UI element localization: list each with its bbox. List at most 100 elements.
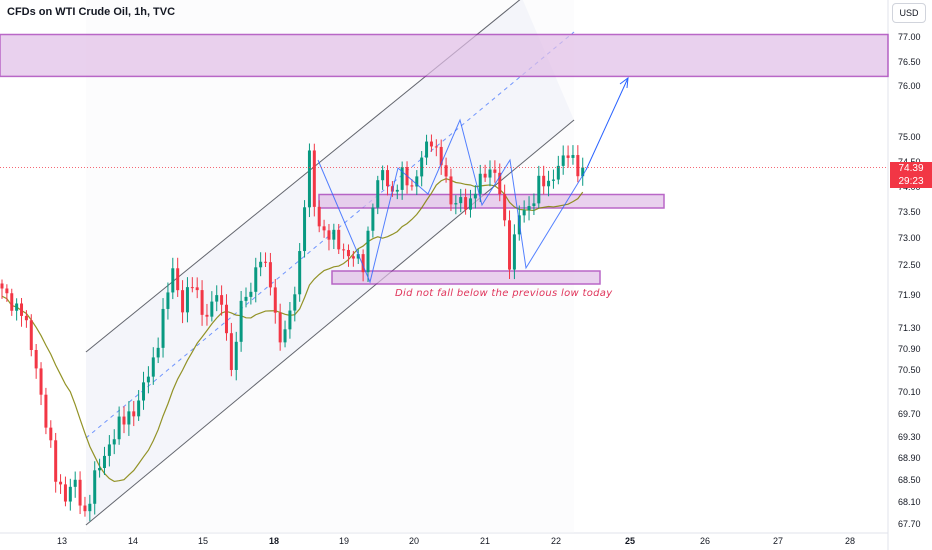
- candle-body: [478, 173, 482, 194]
- zone-middle-support: [318, 193, 665, 209]
- x-tick-label: 15: [198, 536, 208, 546]
- candle-body: [400, 167, 404, 190]
- chart-title: CFDs on WTI Crude Oil, 1h, TVC: [7, 6, 176, 18]
- y-tick-label: 73.00: [898, 233, 921, 243]
- candle-body: [356, 254, 360, 259]
- candle-body: [171, 268, 175, 293]
- y-tick-label: 76.00: [898, 81, 921, 91]
- candle-body: [137, 400, 141, 417]
- candle-body: [342, 249, 346, 251]
- currency-button[interactable]: USD: [892, 3, 926, 23]
- candle-body: [24, 315, 28, 321]
- candle-body: [464, 197, 468, 210]
- candle-body: [185, 287, 189, 313]
- candle-body: [88, 503, 92, 512]
- candle-body: [473, 193, 477, 199]
- x-tick-label: 22: [551, 536, 561, 546]
- x-tick-label: 26: [700, 536, 710, 546]
- candle-body: [234, 341, 238, 370]
- candle-body: [503, 194, 507, 221]
- y-tick-label: 70.90: [898, 344, 921, 354]
- candle-body: [205, 314, 209, 317]
- candle-body: [298, 251, 302, 295]
- candle-body: [239, 300, 243, 342]
- candle-body: [190, 287, 194, 289]
- candle-body: [293, 294, 297, 311]
- candle-body: [351, 256, 355, 259]
- candle-body: [156, 347, 160, 358]
- current-price-badge: 74.39 29:23: [890, 162, 932, 188]
- candle-body: [176, 268, 180, 291]
- y-tick-label: 68.50: [898, 475, 921, 485]
- candle-body: [439, 146, 443, 166]
- candle-body: [571, 155, 575, 158]
- candle-body: [327, 230, 331, 240]
- candle-body: [151, 357, 155, 377]
- candle-body: [371, 207, 375, 231]
- x-tick-label: 14: [128, 536, 138, 546]
- candle-body: [386, 170, 390, 187]
- chart-annotation: Did not fall below the previous low toda…: [395, 288, 613, 299]
- candle-body: [20, 303, 24, 316]
- candle-body: [5, 288, 9, 294]
- y-tick-label: 70.10: [898, 387, 921, 397]
- candle-body: [425, 141, 429, 158]
- candle-body: [63, 484, 67, 502]
- y-tick-label: 69.30: [898, 432, 921, 442]
- candle-body: [366, 230, 370, 273]
- x-tick-label: 21: [480, 536, 490, 546]
- y-tick-label: 67.70: [898, 519, 921, 529]
- x-tick-label: 25: [625, 536, 635, 546]
- candle-body: [29, 320, 33, 350]
- candle-body: [34, 349, 38, 369]
- x-tick-label: 20: [409, 536, 419, 546]
- candle-body: [429, 141, 433, 147]
- candle-body: [49, 427, 53, 441]
- current-price-value: 74.39: [898, 163, 924, 174]
- candle-body: [161, 308, 165, 348]
- y-tick-label: 71.90: [898, 290, 921, 300]
- y-tick-label: 73.50: [898, 207, 921, 217]
- candle-body: [337, 229, 341, 250]
- candle-body: [146, 376, 150, 383]
- candle-body: [264, 261, 268, 263]
- candle-body: [317, 206, 321, 227]
- candle-body: [224, 304, 228, 334]
- candle-body: [127, 411, 131, 425]
- candle-body: [542, 175, 546, 187]
- candle-body: [107, 444, 111, 456]
- moving-average-line: [1, 178, 584, 483]
- bar-countdown: 29:23: [898, 176, 924, 187]
- x-tick-label: 19: [339, 536, 349, 546]
- x-tick-label: 13: [57, 536, 67, 546]
- channel-fill: [86, 0, 574, 525]
- candle-body: [410, 185, 414, 187]
- candle-body: [493, 169, 497, 173]
- candle-body: [459, 197, 463, 204]
- candle-body: [166, 292, 170, 309]
- candle-body: [576, 155, 580, 177]
- candle-body: [195, 287, 199, 291]
- candle-body: [303, 207, 307, 252]
- candle-body: [273, 287, 277, 313]
- channel-midline: [85, 31, 575, 439]
- candle-body: [15, 303, 19, 311]
- candle-body: [561, 155, 565, 166]
- x-tick-label: 18: [269, 536, 279, 546]
- candle-body: [283, 329, 287, 343]
- candle-body: [449, 176, 453, 205]
- candle-body: [215, 295, 219, 302]
- candle-body: [59, 481, 63, 485]
- candle-body: [102, 455, 106, 469]
- candle-body: [547, 180, 551, 187]
- candle-body: [268, 262, 272, 288]
- candle-body: [312, 150, 316, 207]
- candle-body: [220, 295, 224, 305]
- date-range-shade: [86, 0, 574, 533]
- candle-body: [332, 229, 336, 240]
- y-tick-label: 70.50: [898, 365, 921, 375]
- candle-body: [229, 333, 233, 370]
- candle-body: [532, 203, 536, 207]
- candle-body: [566, 155, 570, 158]
